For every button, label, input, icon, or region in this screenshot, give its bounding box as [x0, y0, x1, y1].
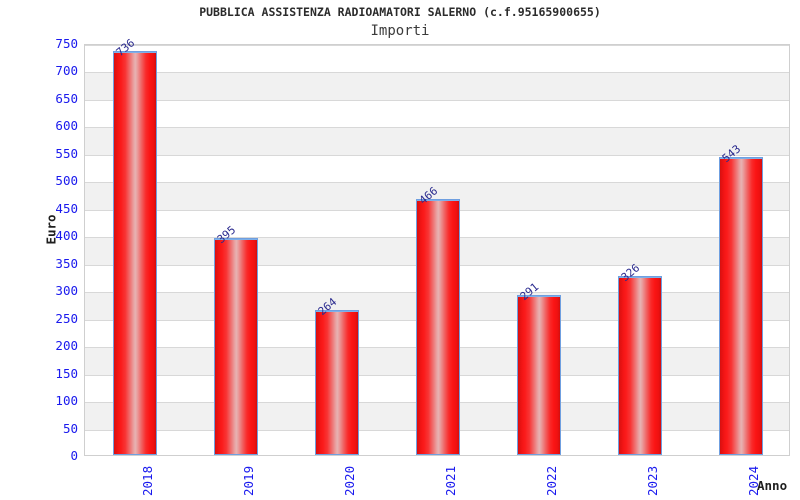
x-axis-tick-label: 2021 [443, 465, 458, 496]
bar[interactable] [214, 238, 259, 455]
bar[interactable] [416, 199, 460, 455]
chart-subtitle: Importi [370, 23, 430, 39]
y-axis-tick-label: 450 [55, 200, 78, 216]
bar[interactable] [315, 309, 360, 455]
bar[interactable] [718, 156, 763, 455]
y-axis-tick-label: 600 [55, 118, 78, 134]
gridline [85, 127, 789, 129]
y-axis-tick-label: 750 [55, 36, 78, 51]
bar-top-edge [215, 239, 258, 241]
y-axis-tick-label: 250 [55, 310, 78, 326]
y-axis-tick-label: 650 [55, 90, 78, 106]
x-axis-tick-label: 2022 [543, 465, 559, 496]
y-axis-tick-label: 700 [55, 63, 78, 79]
y-axis-tick-label: 100 [55, 393, 78, 409]
gridline [85, 45, 789, 46]
bar-top-edge [417, 200, 459, 202]
bar-top-edge [114, 51, 157, 53]
x-axis-title: Anno [757, 478, 788, 493]
gridline [85, 72, 789, 74]
x-axis-tick-label: 2018 [140, 465, 156, 496]
bar-top-edge [316, 310, 359, 312]
y-axis-tick-label: 150 [55, 365, 78, 381]
y-axis-tick-label: 50 [62, 420, 78, 436]
gridline [85, 154, 789, 156]
bar[interactable] [516, 295, 561, 455]
y-axis-tick-label: 400 [55, 228, 78, 244]
x-axis-tick-label: 2019 [241, 465, 257, 496]
y-axis-tick-label: 300 [55, 283, 78, 299]
bar-top-edge [618, 276, 661, 278]
x-axis-tick-label: 2020 [342, 465, 358, 496]
gridline [85, 99, 789, 101]
x-axis-tick-label: 2023 [644, 465, 660, 496]
y-axis-title: Euro [43, 214, 59, 245]
bar-top-edge [517, 296, 560, 298]
bar[interactable] [617, 275, 662, 455]
gridline [85, 182, 789, 184]
chart-title: PUBBLICA ASSISTENZA RADIOAMATORI SALERNO… [199, 5, 601, 19]
x-axis-tick-labels: 2018 2019 2020 2021 2022 2023 2024 [84, 462, 790, 500]
background-band [85, 72, 789, 100]
y-axis-tick-label: 350 [55, 255, 78, 271]
bar[interactable] [113, 50, 158, 455]
y-axis-tick-label: 550 [55, 145, 78, 161]
y-axis-tick-label: 500 [55, 173, 78, 189]
background-band [85, 127, 789, 155]
y-axis-tick-label: 0 [70, 448, 78, 463]
y-axis-tick-labels: 0 50 100 150 200 250 300 350 400 450 500 550 600 650 7… [10, 36, 78, 463]
y-axis-tick-label: 200 [55, 338, 78, 354]
plot-area [84, 44, 790, 456]
bar-top-edge [719, 157, 762, 159]
